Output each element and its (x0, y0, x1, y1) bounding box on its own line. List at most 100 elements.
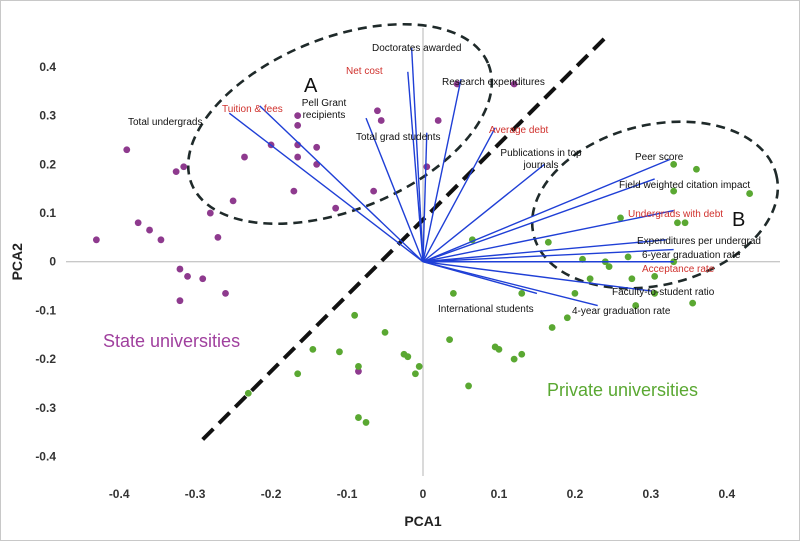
y-tick-label: 0.4 (39, 60, 56, 74)
private-universities-point (510, 355, 518, 363)
group-divider-line (201, 36, 607, 441)
state-universities-point (377, 117, 385, 124)
cluster-label-a: A (304, 75, 318, 97)
state-universities-point (176, 297, 184, 305)
state-universities-point (313, 143, 321, 151)
state-universities-point (184, 272, 191, 280)
vector-label-average-debt: Average debt (489, 125, 549, 136)
x-tick-label: 0.2 (567, 487, 584, 501)
cluster-label-b: B (732, 209, 745, 231)
private-universities-point (449, 289, 457, 297)
state-universities-point (180, 163, 188, 171)
vector-label-line: recipients (303, 110, 346, 121)
vector-label-net-cost: Net cost (346, 66, 383, 77)
y-tick-label: 0.3 (39, 109, 56, 123)
vector-label-6-year-graduation-rate: 6-year graduation rate (642, 250, 741, 261)
x-tick-label: 0.1 (491, 487, 508, 501)
state-universities-point (294, 153, 302, 161)
y-tick-label: -0.3 (35, 401, 56, 415)
vector-label-doctorates-awarded: Doctorates awarded (372, 43, 462, 54)
state-universities-point (157, 236, 165, 244)
private-universities-point (362, 419, 370, 426)
x-tick-label: -0.1 (337, 487, 358, 501)
vector-average-debt (422, 127, 496, 263)
x-axis-title: PCA1 (404, 513, 442, 529)
vector-label-line: Publications in top (500, 148, 582, 159)
private-universities-point (628, 275, 636, 283)
x-tick-label: -0.4 (109, 487, 130, 501)
private-universities-point (415, 363, 423, 370)
private-universities-point (670, 187, 678, 195)
private-universities-point (617, 214, 624, 222)
vector-doctorates-awarded (410, 47, 424, 262)
vector-international-students (422, 261, 538, 295)
cluster-b-ellipse (530, 120, 780, 290)
vector-total-grad-students (422, 132, 428, 262)
private-universities-point (548, 324, 556, 331)
private-universities-point (624, 253, 632, 261)
state-universities-point (423, 163, 431, 171)
private-universities-point (579, 255, 586, 263)
private-universities-point (563, 314, 571, 322)
y-tick-label: 0.1 (39, 206, 56, 220)
y-tick-label: 0 (49, 255, 56, 269)
vector-label-line: journals (522, 160, 558, 171)
private-universities-point (605, 263, 613, 271)
state-universities-point (453, 80, 461, 88)
state-universities-point (172, 168, 180, 176)
vector-expenditures-per-undergrad (422, 239, 667, 263)
private-universities-point (404, 353, 412, 361)
vector-label-line: Pell Grant (302, 98, 347, 109)
y-axis-title: PCA2 (9, 243, 25, 281)
private-universities-point (586, 275, 594, 283)
vector-label-expenditures-per-undergrad: Expenditures per undergrad (637, 236, 761, 247)
private-universities-point (651, 289, 659, 297)
private-universities-point (412, 370, 419, 378)
y-tick-label: -0.1 (35, 303, 56, 317)
cluster-a-ellipse (186, 22, 494, 226)
vector-label-4-year-graduation-rate: 4-year graduation rate (572, 306, 671, 317)
private-universities-point (746, 190, 754, 197)
state-universities-point (206, 209, 214, 217)
state-universities-point (434, 117, 442, 124)
private-universities-point (670, 160, 678, 168)
state-universities-point (229, 197, 237, 205)
private-universities-point (689, 299, 697, 307)
vector-net-cost (407, 71, 424, 262)
private-universities-point (632, 302, 640, 309)
state-universities-point (199, 275, 207, 283)
text-layer: -0.4 -0.3 -0.2 -0.1 0 0.1 0.2 0.3 0.4 0.4 0.3 0.2 0.… (9, 43, 761, 529)
private-universities-point (294, 370, 302, 378)
vector-field-weighted-citation-impact (422, 178, 655, 263)
private-universities-point (244, 389, 252, 397)
vector-research-expenditures (422, 78, 462, 262)
state-universities-point (222, 289, 229, 297)
loading-vectors (228, 47, 674, 307)
private-universities-point (446, 336, 453, 344)
vector-label-international-students: International students (438, 304, 534, 315)
vector-publications-in-top-journals (422, 163, 545, 263)
x-tick-label: -0.3 (185, 487, 206, 501)
vector-4-year-graduation-rate (422, 261, 598, 307)
private-universities-point (495, 345, 503, 353)
vector-label-tuition-fees: Tuition & fees (222, 104, 283, 115)
state-universities-point (146, 226, 153, 234)
state-universities-point (294, 121, 302, 129)
state-universities-point (332, 204, 340, 212)
state-universities-point (92, 236, 100, 244)
state-universities-point (510, 80, 518, 88)
group-label-private-universities: Private universities (547, 380, 698, 400)
vector-total-undergrads (228, 112, 424, 263)
state-universities-point (294, 112, 302, 120)
private-universities-point (309, 345, 317, 353)
cluster-ellipses (186, 22, 780, 290)
private-universities-point (465, 382, 472, 390)
vector-label-publications-in-top-journals: Publications in top journals (500, 148, 582, 171)
group-label-state-universities: State universities (103, 331, 240, 351)
state-universities-point (176, 265, 184, 273)
data-points (92, 80, 754, 426)
x-tick-label: 0.3 (643, 487, 660, 501)
divider-layer (201, 36, 607, 441)
vector-pell-grant-recipients (365, 117, 424, 262)
